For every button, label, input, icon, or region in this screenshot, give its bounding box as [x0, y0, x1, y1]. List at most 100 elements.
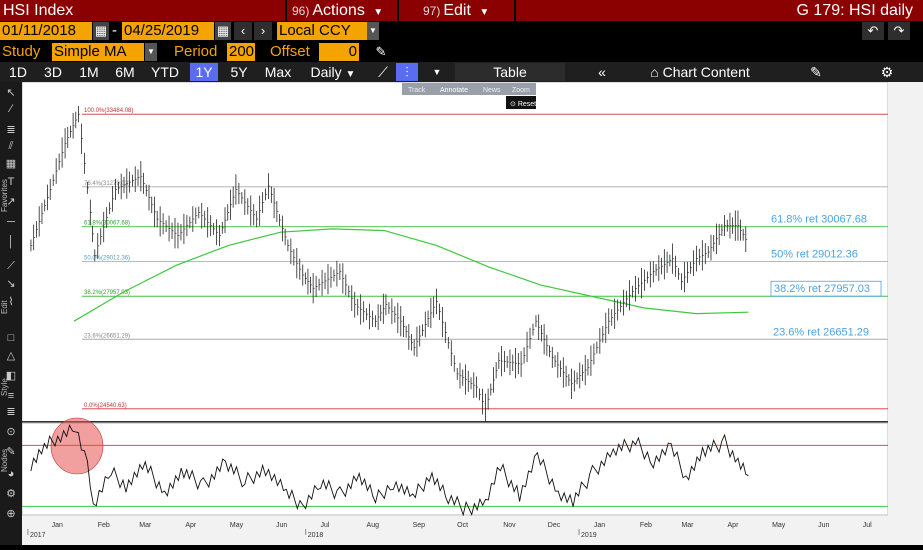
chevron-down-icon[interactable]: ▼: [367, 22, 379, 40]
overlay-toolbar-bg: [402, 83, 536, 95]
study-select[interactable]: Simple MA: [52, 43, 144, 61]
main-panel: 3400032000300002800026000100.0%(33484.08…: [21, 81, 923, 424]
node-tool-icon[interactable]: ⊙: [6, 426, 16, 438]
line-chart-icon[interactable]: ⟋: [378, 64, 388, 80]
range-5y[interactable]: 5Y: [230, 64, 248, 80]
study-row: Study Simple MA ▼ Period 200 Offset 0 ✎: [0, 43, 923, 62]
layers-tool-icon[interactable]: ≣: [6, 406, 16, 418]
undo-icon[interactable]: ↶: [862, 22, 884, 40]
grid-tool-icon[interactable]: ▦: [5, 158, 17, 170]
redo-icon[interactable]: ↷: [888, 22, 910, 40]
period-label: Period: [174, 43, 218, 60]
chevron-down-icon[interactable]: ▼: [432, 67, 442, 77]
chart-content-button[interactable]: ⌂ Chart Content: [640, 63, 760, 81]
zoom-tool-icon[interactable]: ⊕: [6, 508, 16, 520]
actions-menu[interactable]: 96) Actions ▼: [287, 0, 397, 21]
pencil-icon[interactable]: ✎: [372, 43, 390, 61]
month-label: Jan: [594, 522, 605, 529]
fib-annotation: 50% ret 29012.36: [771, 248, 858, 260]
color-tool-icon[interactable]: ◧: [5, 370, 17, 382]
line-tool-icon[interactable]: ∕: [10, 103, 12, 115]
fib-annotation: 61.8% ret 30067.68: [771, 214, 867, 226]
edit-chart-icon[interactable]: ✎: [810, 64, 822, 80]
gear-icon[interactable]: ⚙: [880, 64, 894, 80]
zoom-button[interactable]: Zoom: [512, 87, 530, 94]
month-label: Dec: [548, 522, 561, 529]
reset-button[interactable]: ⊙ Reset: [510, 101, 536, 108]
month-label: May: [230, 522, 244, 529]
start-date-field[interactable]: 01/11/2018: [0, 22, 92, 40]
month-label: Oct: [457, 522, 468, 529]
security-field[interactable]: HSI Index: [0, 0, 285, 21]
chart-area[interactable]: 3400032000300002800026000100.0%(33484.08…: [21, 81, 923, 545]
x-axis-background: [22, 516, 923, 545]
fib-annotation: 23.6% ret 26651.29: [773, 326, 869, 338]
month-label: Mar: [139, 522, 152, 529]
hline-tool-icon[interactable]: ─: [7, 216, 15, 228]
track-button[interactable]: Track: [408, 87, 426, 94]
fib-tool-icon[interactable]: ≣: [6, 124, 16, 136]
arrow-tool-icon[interactable]: ↗: [6, 196, 16, 208]
table-button[interactable]: Table: [455, 63, 565, 81]
news-button[interactable]: News: [483, 87, 501, 94]
month-label: Apr: [728, 522, 740, 529]
year-label: 2018: [308, 532, 324, 539]
range-1y[interactable]: 1Y: [190, 63, 218, 81]
oscillator-panel: 80604050.1402: [21, 417, 923, 517]
frequency-select[interactable]: Daily ▼: [303, 63, 363, 81]
pen-tool-icon[interactable]: ✎: [6, 446, 16, 458]
triangle-tool-icon[interactable]: △: [6, 350, 16, 362]
month-label: Jun: [818, 522, 829, 529]
annotate-button[interactable]: Annotate: [440, 87, 468, 94]
vline-tool-icon[interactable]: │: [7, 236, 15, 248]
fib-level-label: 50.0%(29012.36): [84, 255, 130, 261]
polyline-tool-icon[interactable]: ⌇: [8, 296, 14, 308]
edit-menu[interactable]: 97) Edit ▼: [399, 0, 514, 21]
actions-number: 96): [292, 4, 310, 18]
chevron-right-icon[interactable]: ›: [254, 22, 272, 40]
calendar-icon[interactable]: ▦: [93, 22, 109, 40]
range-1d[interactable]: 1D: [9, 64, 27, 80]
month-label: Jan: [52, 522, 63, 529]
chart-svg[interactable]: 3400032000300002800026000100.0%(33484.08…: [21, 81, 923, 545]
end-date-field[interactable]: 04/25/2019: [122, 22, 214, 40]
pointer-icon[interactable]: ↖: [6, 87, 16, 99]
range-3d[interactable]: 3D: [44, 64, 62, 80]
reset-button-bg[interactable]: [506, 96, 536, 109]
offset-input[interactable]: 0: [319, 43, 359, 61]
chevron-down-icon[interactable]: ▼: [145, 43, 157, 61]
weight-tool-icon[interactable]: ≡: [7, 390, 15, 402]
edit-label: Edit: [0, 300, 9, 314]
calendar-icon[interactable]: ▦: [215, 22, 231, 40]
double-chevron-left-icon[interactable]: «: [598, 64, 606, 80]
fib-level-label: 76.4%(31279.02): [84, 181, 130, 187]
actions-label: Actions: [312, 2, 365, 19]
lower-plot-frame: [21, 422, 889, 516]
trend-tool-icon[interactable]: ⟋: [7, 260, 15, 272]
text-tool-icon[interactable]: T: [7, 176, 15, 188]
currency-field[interactable]: Local CCY: [277, 22, 367, 40]
month-label: Mar: [681, 522, 694, 529]
range-ytd[interactable]: YTD: [151, 64, 179, 80]
bar-chart-icon[interactable]: ⫶: [396, 63, 418, 81]
frequency-label: Daily: [310, 64, 342, 80]
range-6m[interactable]: 6M: [115, 64, 135, 80]
month-label: May: [772, 522, 786, 529]
fib-level-label: 100.0%(33484.08): [84, 108, 133, 114]
range-1m[interactable]: 1M: [79, 64, 99, 80]
moving-average-line: [73, 228, 749, 322]
month-label: Jul: [321, 522, 330, 529]
drawing-sidebar: ↖ ∕ ≣ ⫽ ▦ T ↗ ─ │ Favorites ⟋ ↘ ⌇ Edit □…: [0, 82, 22, 545]
shape-tool-icon[interactable]: □: [7, 332, 15, 344]
channel-tool-icon[interactable]: ⫽: [8, 140, 14, 152]
period-input[interactable]: 200: [227, 43, 255, 61]
settings-icon[interactable]: ⚙: [6, 488, 16, 500]
range-max[interactable]: Max: [264, 64, 292, 80]
date-row: 01/11/2018 ▦ - 04/25/2019 ▦ ‹ › Local CC…: [0, 22, 923, 42]
chart-icon: ⌂: [650, 64, 659, 80]
study-label: Study: [2, 43, 41, 60]
color-wheel-icon[interactable]: ◕: [7, 468, 15, 480]
chevron-left-icon[interactable]: ‹: [234, 22, 252, 40]
ray-tool-icon[interactable]: ↘: [6, 278, 16, 290]
month-label: Nov: [503, 522, 516, 529]
